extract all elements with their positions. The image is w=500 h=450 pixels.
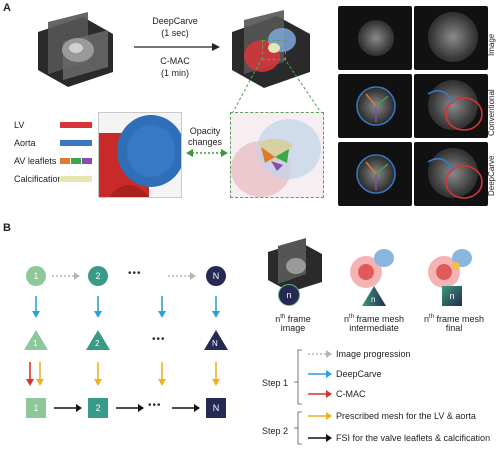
row-label-conventional: Conventional: [487, 89, 496, 136]
fsi-arrow-1: [54, 404, 82, 412]
deepcarve-arrow-2: [94, 296, 102, 318]
step-brackets: [294, 349, 302, 445]
caption-frame-final-line2: final: [445, 323, 463, 333]
row-label-deepcarve: DeepCarve: [487, 155, 496, 196]
legend-cmac-label: C-MAC: [336, 389, 366, 399]
ct-slice-deepcarve-sagittal: [414, 142, 488, 206]
zoom-region-box: [262, 40, 286, 60]
frame-image-volume: [262, 238, 326, 294]
opacity-label-1: Opacity: [189, 126, 221, 136]
deepcarve-arrow-3: [158, 296, 166, 318]
legend-leaflet-3-swatch: [82, 158, 92, 164]
ellipsis-row-3: •••: [148, 400, 162, 411]
step-2-label: Step 2: [262, 426, 289, 436]
image-progression-arrow-2: [168, 272, 196, 280]
deepcarve-arrow-1: [32, 296, 40, 318]
method-arrow: [134, 43, 220, 51]
legend-deepcarve-label: DeepCarve: [336, 369, 382, 379]
legend-calcification-label: Calcification: [14, 174, 63, 184]
node-triangle-1-label: 1: [33, 339, 38, 348]
mesh-opaque-view: [98, 112, 182, 198]
cmac-time-label: (1 min): [160, 68, 189, 78]
frame-mesh-final: [424, 240, 484, 290]
step-1-label: Step 1: [262, 378, 289, 388]
legend-lv-swatch: [60, 122, 92, 128]
deepcarve-method-label: DeepCarve: [152, 16, 198, 26]
frame-image-node: n: [278, 284, 300, 306]
opacity-double-arrow: [186, 149, 228, 157]
node-triangle-1: [24, 330, 48, 350]
legend-prescribed-label: Prescribed mesh for the LV & aorta: [336, 411, 476, 421]
node-circle-n: N: [206, 266, 226, 286]
ct-slice-conventional-sagittal: [414, 74, 488, 138]
legend-cmac-arrow: [308, 390, 332, 398]
zoom-connector-lines: [231, 57, 323, 115]
legend-image-progression-arrow: [308, 350, 332, 358]
legend-leaflet-1-swatch: [60, 158, 70, 164]
node-triangle-n: [204, 330, 228, 350]
cmac-arrow-1: [26, 362, 34, 386]
legend-av-leaflets-label: AV leaflets: [14, 156, 57, 166]
node-circle-2: 2: [88, 266, 108, 286]
opacity-label-2: changes: [187, 137, 223, 147]
node-square-n: N: [206, 398, 226, 418]
legend-image-progression-label: Image progression: [336, 349, 411, 359]
deepcarve-arrow-n: [212, 296, 220, 318]
node-triangle-2: [86, 330, 110, 350]
caption-frame-intermediate-line2: intermediate: [349, 323, 399, 333]
legend-aorta-swatch: [60, 140, 92, 146]
ct-volume-left: [28, 12, 118, 90]
node-circle-1: 1: [26, 266, 46, 286]
panel-b-label: B: [3, 222, 11, 234]
legend-aorta-label: Aorta: [14, 138, 36, 148]
ellipsis-row-1: •••: [128, 268, 142, 279]
legend-calcification-swatch: [60, 176, 92, 182]
node-triangle-n-label: N: [212, 339, 218, 348]
fsi-arrow-3: [172, 404, 200, 412]
legend-lv-label: LV: [14, 120, 25, 130]
ct-slice-image-sagittal: [414, 6, 488, 70]
legend-deepcarve-arrow: [308, 370, 332, 378]
image-progression-arrow-1: [52, 272, 80, 280]
node-square-2: 2: [88, 398, 108, 418]
caption-frame-final-line1: nth frame mesh: [423, 314, 485, 324]
caption-frame-intermediate-line1: nth frame mesh: [343, 314, 405, 324]
row-label-image: Image: [487, 33, 496, 56]
mesh-transparent-view: [230, 112, 324, 198]
frame-mesh-intermediate-node-label: n: [371, 295, 376, 304]
frame-mesh-intermediate: [344, 242, 404, 290]
deepcarve-time-label: (1 sec): [161, 28, 189, 38]
caption-frame-image-line1: nth frame: [275, 314, 311, 324]
fsi-arrow-2: [116, 404, 144, 412]
prescribed-arrow-3: [158, 362, 166, 386]
legend-fsi-arrow: [308, 434, 332, 442]
ellipsis-row-2: •••: [152, 334, 166, 345]
caption-frame-image-line2: image: [280, 323, 306, 333]
frame-mesh-intermediate-node: [362, 286, 386, 306]
ct-slice-conventional-axial: [338, 74, 412, 138]
node-square-1: 1: [26, 398, 46, 418]
legend-prescribed-arrow: [308, 412, 332, 420]
ct-slice-image-axial: [338, 6, 412, 70]
cmac-method-label: C-MAC: [160, 56, 190, 66]
prescribed-arrow-n: [212, 362, 220, 386]
legend-leaflet-2-swatch: [71, 158, 81, 164]
panel-a-label: A: [3, 2, 11, 14]
frame-mesh-final-node: n: [442, 286, 462, 306]
ct-slice-deepcarve-axial: [338, 142, 412, 206]
prescribed-arrow-1: [36, 362, 44, 386]
legend-fsi-label: FSI for the valve leaflets & calcificati…: [336, 433, 491, 443]
prescribed-arrow-2: [94, 362, 102, 386]
node-triangle-2-label: 2: [95, 339, 100, 348]
